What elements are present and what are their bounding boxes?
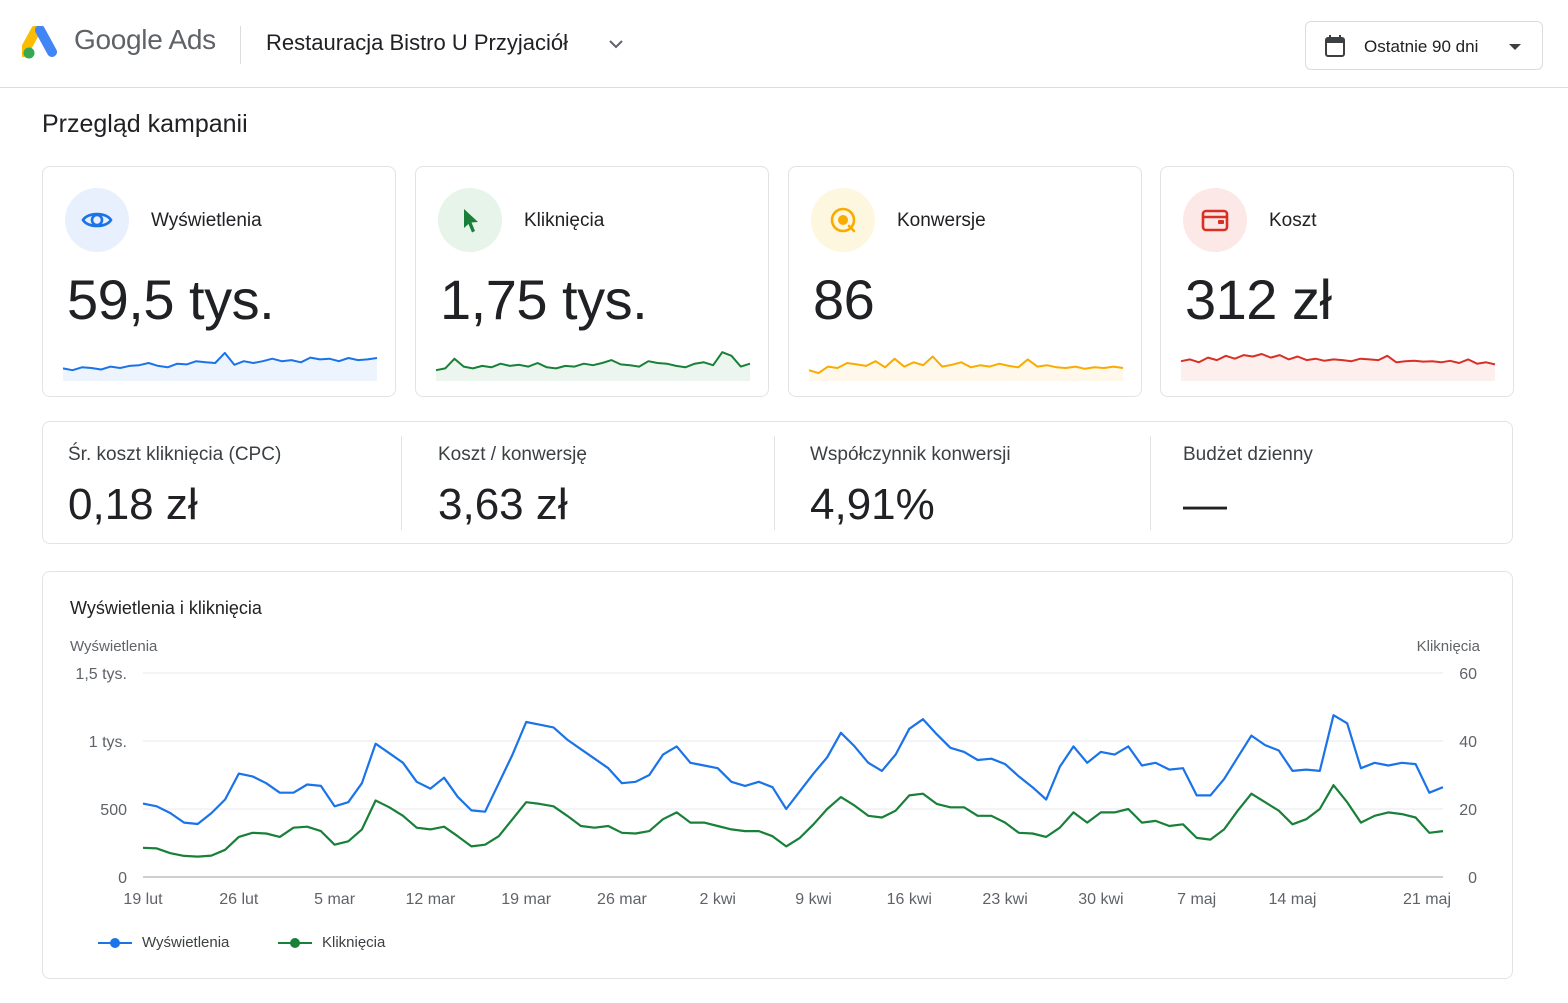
metric-label: Współczynnik konwersji [810, 444, 1011, 465]
x-axis-tick: 26 lut [219, 891, 259, 908]
metric-daily-budget: Budżet dzienny — [1183, 422, 1483, 543]
x-axis-tick: 21 maj [1403, 891, 1451, 908]
sparkline-line [435, 351, 751, 372]
metric-divider [1150, 436, 1151, 530]
x-axis-tick: 14 maj [1268, 891, 1316, 908]
kpi-icon-bg [65, 188, 129, 252]
x-axis-tick: 26 mar [597, 891, 647, 908]
kpi-value: 312 zł [1185, 268, 1332, 331]
metric-label: Budżet dzienny [1183, 444, 1313, 465]
legend-label: Wyświetlenia [142, 934, 230, 951]
legend-dot [290, 938, 300, 948]
kpi-card-cost[interactable]: Koszt 312 zł [1160, 166, 1514, 397]
right-axis-tick: 60 [1459, 666, 1477, 683]
metric-conversion-rate: Współczynnik konwersji 4,91% [810, 422, 1140, 543]
date-range-label: Ostatnie 90 dni [1364, 37, 1479, 56]
kpi-sparkline [62, 351, 378, 381]
secondary-metrics: Śr. koszt kliknięcia (CPC) 0,18 zł Koszt… [42, 421, 1513, 544]
eye-icon [81, 212, 113, 228]
kpi-sparkline [1180, 353, 1496, 381]
x-axis-tick: 23 kwi [982, 891, 1027, 908]
series-line-clicks [142, 784, 1444, 858]
sparkline-line [1180, 353, 1496, 366]
header-divider [240, 26, 241, 64]
metric-value: 3,63 zł [438, 480, 568, 529]
kpi-card-impressions[interactable]: Wyświetlenia 59,5 tys. [42, 166, 396, 397]
kpi-value: 1,75 tys. [440, 268, 648, 331]
metric-value: — [1183, 480, 1227, 529]
kpi-label: Koszt [1269, 210, 1317, 231]
top-bar: Google Ads Restauracja Bistro U Przyjaci… [0, 0, 1568, 88]
wallet-icon [1201, 209, 1229, 232]
left-axis-tick: 1 tys. [89, 734, 127, 751]
cursor-icon [464, 209, 478, 233]
metric-label: Śr. koszt kliknięcia (CPC) [68, 444, 282, 465]
google-ads-logo-icon[interactable] [22, 26, 62, 60]
sparkline-area [63, 352, 377, 381]
metric-divider [401, 436, 402, 530]
metric-cpc: Śr. koszt kliknięcia (CPC) 0,18 zł [68, 422, 398, 543]
sparkline-area [436, 352, 750, 381]
kpi-label: Kliknięcia [524, 210, 605, 231]
kpi-card-conversions[interactable]: Konwersje 86 [788, 166, 1142, 397]
kpi-icon-bg [811, 188, 875, 252]
dropdown-arrow-icon [1509, 44, 1521, 50]
kpi-label: Wyświetlenia [151, 210, 262, 231]
metric-divider [774, 436, 775, 530]
x-axis-tick: 30 kwi [1078, 891, 1123, 908]
kpi-icon-bg [438, 188, 502, 252]
left-axis-tick: 1,5 tys. [75, 666, 127, 683]
x-axis-tick: 19 mar [501, 891, 551, 908]
metric-value: 4,91% [810, 480, 935, 529]
kpi-sparkline [435, 351, 751, 381]
account-selector[interactable]: Restauracja Bistro U Przyjaciół [266, 30, 568, 55]
legend-label: Kliknięcia [322, 934, 386, 951]
kpi-value: 59,5 tys. [67, 268, 275, 331]
metric-value: 0,18 zł [68, 480, 198, 529]
left-axis-tick: 500 [100, 802, 127, 819]
chevron-down-icon[interactable] [606, 36, 626, 52]
calendar-icon [1325, 35, 1345, 57]
series-line-impressions [142, 714, 1444, 826]
impressions-clicks-chart-card: Wyświetlenia i kliknięcia Wyświetlenia K… [42, 571, 1513, 979]
left-axis-title: Wyświetlenia [70, 638, 158, 655]
right-axis-tick: 0 [1468, 870, 1477, 887]
sparkline-area [1181, 354, 1495, 381]
target-icon [830, 207, 856, 233]
metric-cost-per-conversion: Koszt / konwersję 3,63 zł [438, 422, 768, 543]
kpi-sparkline [808, 355, 1124, 381]
kpi-icon-bg [1183, 188, 1247, 252]
kpi-label: Konwersje [897, 210, 986, 231]
sparkline-line [62, 351, 378, 372]
legend-dot [110, 938, 120, 948]
impressions-clicks-chart[interactable]: Wyświetlenia Kliknięcia 0 0 500 20 1 tys. 40 1… [43, 572, 1512, 978]
right-axis-tick: 20 [1459, 802, 1477, 819]
date-range-selector[interactable]: Ostatnie 90 dni [1305, 21, 1543, 70]
x-axis-tick: 2 kwi [700, 891, 736, 908]
metric-label: Koszt / konwersję [438, 444, 587, 465]
x-axis-tick: 19 lut [123, 891, 163, 908]
right-axis-title: Kliknięcia [1417, 638, 1481, 655]
chart-title: Wyświetlenia i kliknięcia [70, 598, 262, 618]
kpi-card-clicks[interactable]: Kliknięcia 1,75 tys. [415, 166, 769, 397]
sparkline-area [809, 356, 1123, 381]
x-axis-tick: 7 maj [1177, 891, 1216, 908]
page-title: Przegląd kampanii [42, 110, 248, 138]
x-axis-tick: 5 mar [314, 891, 356, 908]
google-ads-logo-text: Google Ads [74, 24, 216, 55]
x-axis-tick: 16 kwi [887, 891, 932, 908]
x-axis-tick: 12 mar [405, 891, 455, 908]
x-axis-tick: 9 kwi [795, 891, 831, 908]
sparkline-line [808, 355, 1124, 375]
left-axis-tick: 0 [118, 870, 127, 887]
kpi-value: 86 [813, 268, 875, 331]
right-axis-tick: 40 [1459, 734, 1477, 751]
